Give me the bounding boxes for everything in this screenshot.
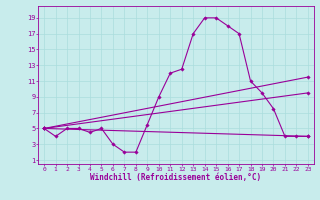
X-axis label: Windchill (Refroidissement éolien,°C): Windchill (Refroidissement éolien,°C) — [91, 173, 261, 182]
